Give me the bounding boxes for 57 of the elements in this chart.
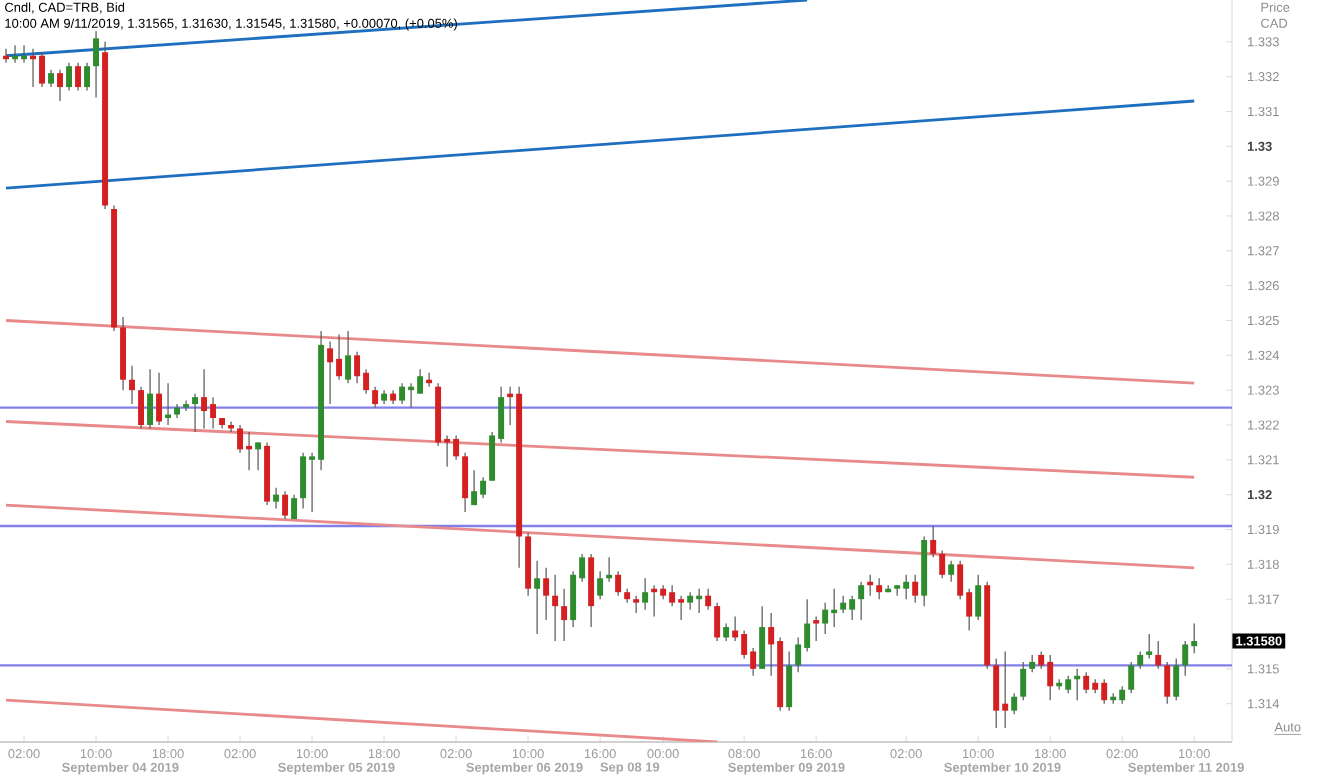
candlestick <box>561 588 568 642</box>
candlestick <box>147 368 154 430</box>
candlestick <box>993 657 1000 729</box>
candlestick <box>345 330 352 384</box>
candlestick <box>1173 657 1180 701</box>
candlestick <box>1011 692 1018 715</box>
candlestick <box>1083 671 1090 694</box>
candlestick <box>975 574 982 621</box>
candlestick <box>552 574 559 642</box>
candlestick <box>714 602 721 642</box>
candlestick <box>84 62 91 92</box>
candlestick <box>1128 661 1135 694</box>
candlestick <box>705 588 712 611</box>
candlestick <box>471 469 478 506</box>
candlestick <box>183 400 190 412</box>
candlestick <box>57 69 64 102</box>
candlestick <box>876 577 883 600</box>
candlestick <box>372 386 379 409</box>
candlestick <box>192 393 199 433</box>
candlestick <box>759 605 766 670</box>
candlestick <box>633 595 640 614</box>
candlestick <box>300 452 307 510</box>
candlestick <box>1182 640 1189 677</box>
candlestick <box>237 424 244 454</box>
candlestick <box>687 591 694 611</box>
candlestick <box>1146 633 1153 659</box>
candlestick <box>354 351 361 384</box>
candlestick <box>129 365 136 405</box>
candlestick <box>1164 661 1171 705</box>
candlestick <box>399 382 406 405</box>
candlestick <box>93 30 100 99</box>
candlestick <box>615 570 622 597</box>
candlestick <box>930 525 937 558</box>
candlestick <box>948 560 955 583</box>
candlestick <box>534 560 541 635</box>
candlestick <box>786 650 793 712</box>
candlestick <box>255 441 262 471</box>
candlestick <box>138 386 145 430</box>
candlestick <box>1020 661 1027 701</box>
candlestick <box>66 62 73 92</box>
candlestick <box>273 487 280 510</box>
candlestick <box>291 494 298 520</box>
candlestick <box>912 574 919 604</box>
candlestick <box>462 452 469 513</box>
candlestick <box>597 570 604 600</box>
candlestick <box>543 567 550 621</box>
candlestick <box>813 615 820 642</box>
candlestick <box>327 340 334 405</box>
candlestick <box>822 602 829 635</box>
candlestick <box>75 62 82 92</box>
candlestick <box>282 490 289 520</box>
candlestick <box>939 549 946 579</box>
candlestick <box>156 372 163 426</box>
candlestick <box>858 581 865 621</box>
candlestick <box>642 577 649 611</box>
candlestick <box>1155 640 1162 670</box>
candlestick <box>201 368 208 430</box>
